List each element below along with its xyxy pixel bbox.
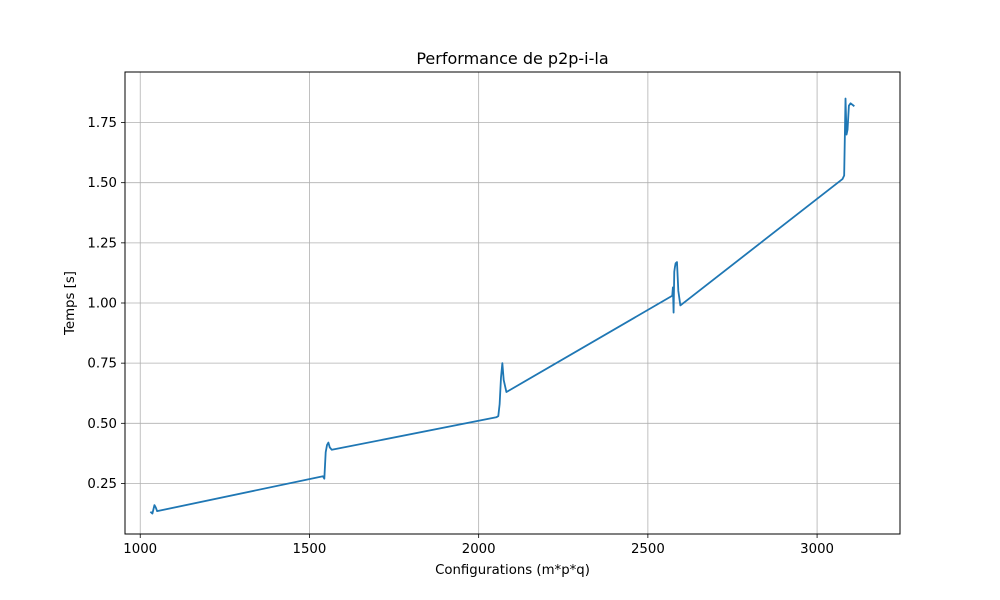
y-tick-label: 0.50 [87,417,117,432]
x-axis: 1000 1500 2000 2500 3000 [123,534,834,557]
y-tick-label: 0.75 [87,357,117,372]
y-tick-label: 1.00 [87,297,117,312]
x-tick-label: 3000 [800,542,834,557]
chart-title: Performance de p2p-i-la [416,49,608,68]
y-tick-label: 1.50 [87,176,117,191]
x-axis-label: Configurations (m*p*q) [435,563,590,578]
x-tick-label: 1500 [293,542,327,557]
x-tick-label: 1000 [123,542,157,557]
x-tick-label: 2000 [462,542,496,557]
y-tick-label: 0.25 [87,477,117,492]
y-tick-label: 1.75 [87,116,117,131]
y-axis-label: Temps [s] [63,271,78,336]
y-axis: 0.25 0.50 0.75 1.00 1.25 1.50 1.75 [87,116,125,492]
series-layer [149,97,855,515]
y-tick-label: 1.25 [87,236,117,251]
grid-lines [125,72,900,534]
series-line [149,97,855,515]
x-tick-label: 2500 [631,542,665,557]
